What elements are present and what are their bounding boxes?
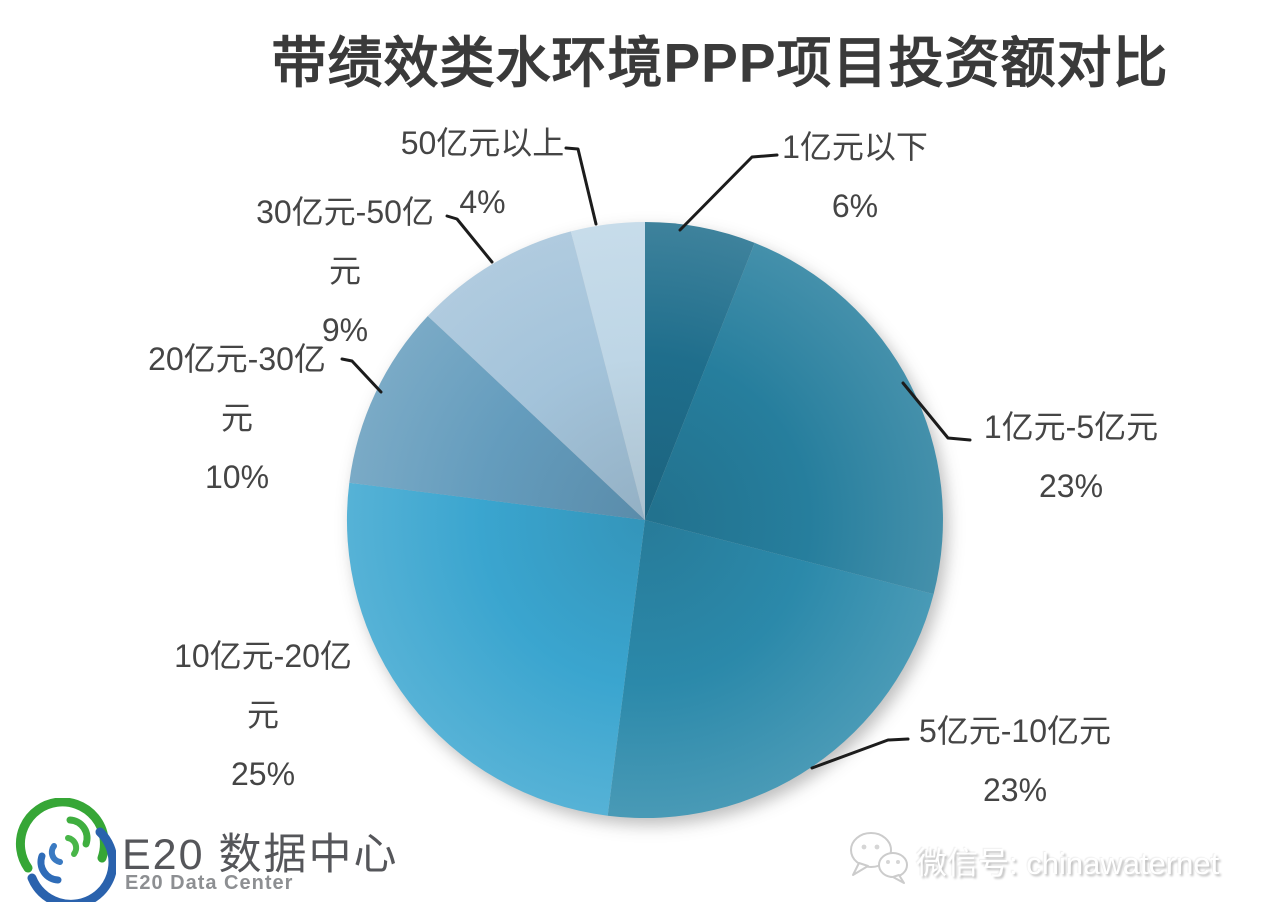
leader-line-30-50 [445,214,494,264]
e20-logo-text-cn: E20 数据中心 [122,831,399,879]
pie-slice-5 [427,231,645,520]
callout-percent: 4% [459,184,506,220]
callout-label: 元 [220,400,253,436]
callout-percent: 23% [982,772,1048,808]
pie-slice-3 [346,482,645,816]
callout-above-50: 50亿元以上 4% [375,114,590,232]
leader-line-1-5 [901,381,972,442]
callout-label: 元 [328,253,361,289]
e20-logo-icon [15,798,116,902]
leader-line-5-10 [810,737,910,770]
callout-label: 10亿元-20亿 [174,638,352,674]
leader-line-20-30 [340,357,383,394]
callout-label: 元 [246,697,279,733]
callout-below-1: 1亿元以下 6% [745,118,965,236]
callout-label: 50亿元以上 [400,125,565,161]
chart-title: 带绩效类水环境PPP项目投资额对比 [271,32,1169,94]
leader-line-above-50 [564,146,598,226]
pie-slices-group [346,222,943,819]
callout-10-20: 10亿元-20亿 元 25% [138,627,388,804]
callout-percent: 6% [831,188,879,224]
callout-label: 1亿元以下 [782,129,928,165]
pie-slice-0 [645,222,755,520]
callout-20-30: 20亿元-30亿 元 10% [112,330,362,507]
callout-30-50: 30亿元-50亿 元 9% [220,183,470,360]
pie-slice-6 [570,222,645,520]
e20-logo-text-en: E20 Data Center [125,872,294,894]
pie-slice-2 [607,520,934,819]
callout-percent: 9% [321,312,369,348]
callout-5-10: 5亿元-10亿元 23% [890,702,1140,820]
callout-label: 1亿元-5亿元 [983,409,1159,445]
pie-slice-1 [645,242,943,595]
callout-1-5: 1亿元-5亿元 23% [955,398,1187,516]
wechat-id-watermark: 微信号: chinawaternet [916,846,1220,881]
callout-label: 5亿元-10亿元 [918,713,1112,749]
callout-label: 30亿元-50亿 [256,194,434,230]
callout-percent: 23% [1038,468,1104,504]
callout-percent: 10% [204,459,270,495]
callout-percent: 25% [230,756,296,792]
pie-slice-4 [349,316,645,520]
leader-line-below-1 [678,153,779,232]
callout-label: 20亿元-30亿 [148,341,326,377]
wechat-icon [850,832,908,884]
